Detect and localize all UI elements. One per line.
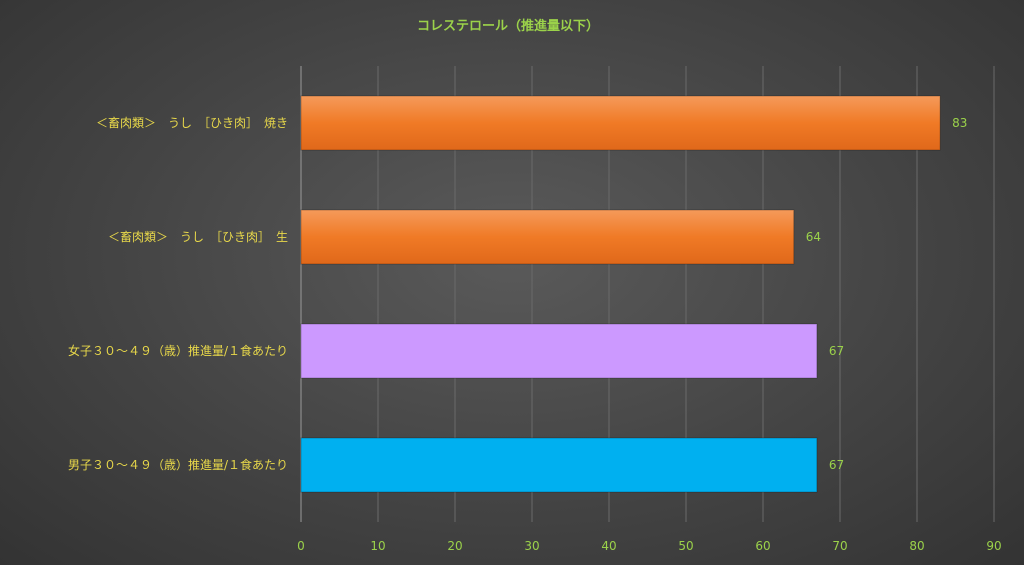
bar [300,95,941,151]
chart-title: コレステロール（推進量以下） [417,18,599,34]
x-tick-label: 10 [370,539,385,553]
category-label: ＜畜肉類＞ うし ［ひき肉］ 生 [108,229,288,244]
data-label: 67 [829,458,844,472]
bars [300,95,941,493]
x-tick-label: 0 [297,539,305,553]
x-tick-labels: 0 10 20 30 40 50 60 70 80 90 [297,539,1001,553]
data-labels: 83 64 67 67 [806,116,968,472]
category-label: 女子３０～４９（歳）推進量/１食あたり [68,343,288,358]
category-labels: ＜畜肉類＞ うし ［ひき肉］ 焼き ＜畜肉類＞ うし ［ひき肉］ 生女子３０～４９… [68,115,288,472]
x-tick-label: 30 [524,539,539,553]
x-tick-label: 50 [678,539,693,553]
data-label: 67 [829,344,844,358]
x-tick-label: 40 [601,539,616,553]
bar [300,323,818,379]
bar [300,209,795,265]
x-tick-label: 70 [832,539,847,553]
x-tick-label: 60 [755,539,770,553]
bar [300,437,818,493]
category-label: 男子３０～４９（歳）推進量/１食あたり [68,457,288,472]
category-label: ＜畜肉類＞ うし ［ひき肉］ 焼き [96,115,288,130]
data-label: 64 [806,230,821,244]
data-label: 83 [952,116,967,130]
x-tick-label: 80 [909,539,924,553]
x-tick-label: 90 [986,539,1001,553]
x-tick-label: 20 [447,539,462,553]
